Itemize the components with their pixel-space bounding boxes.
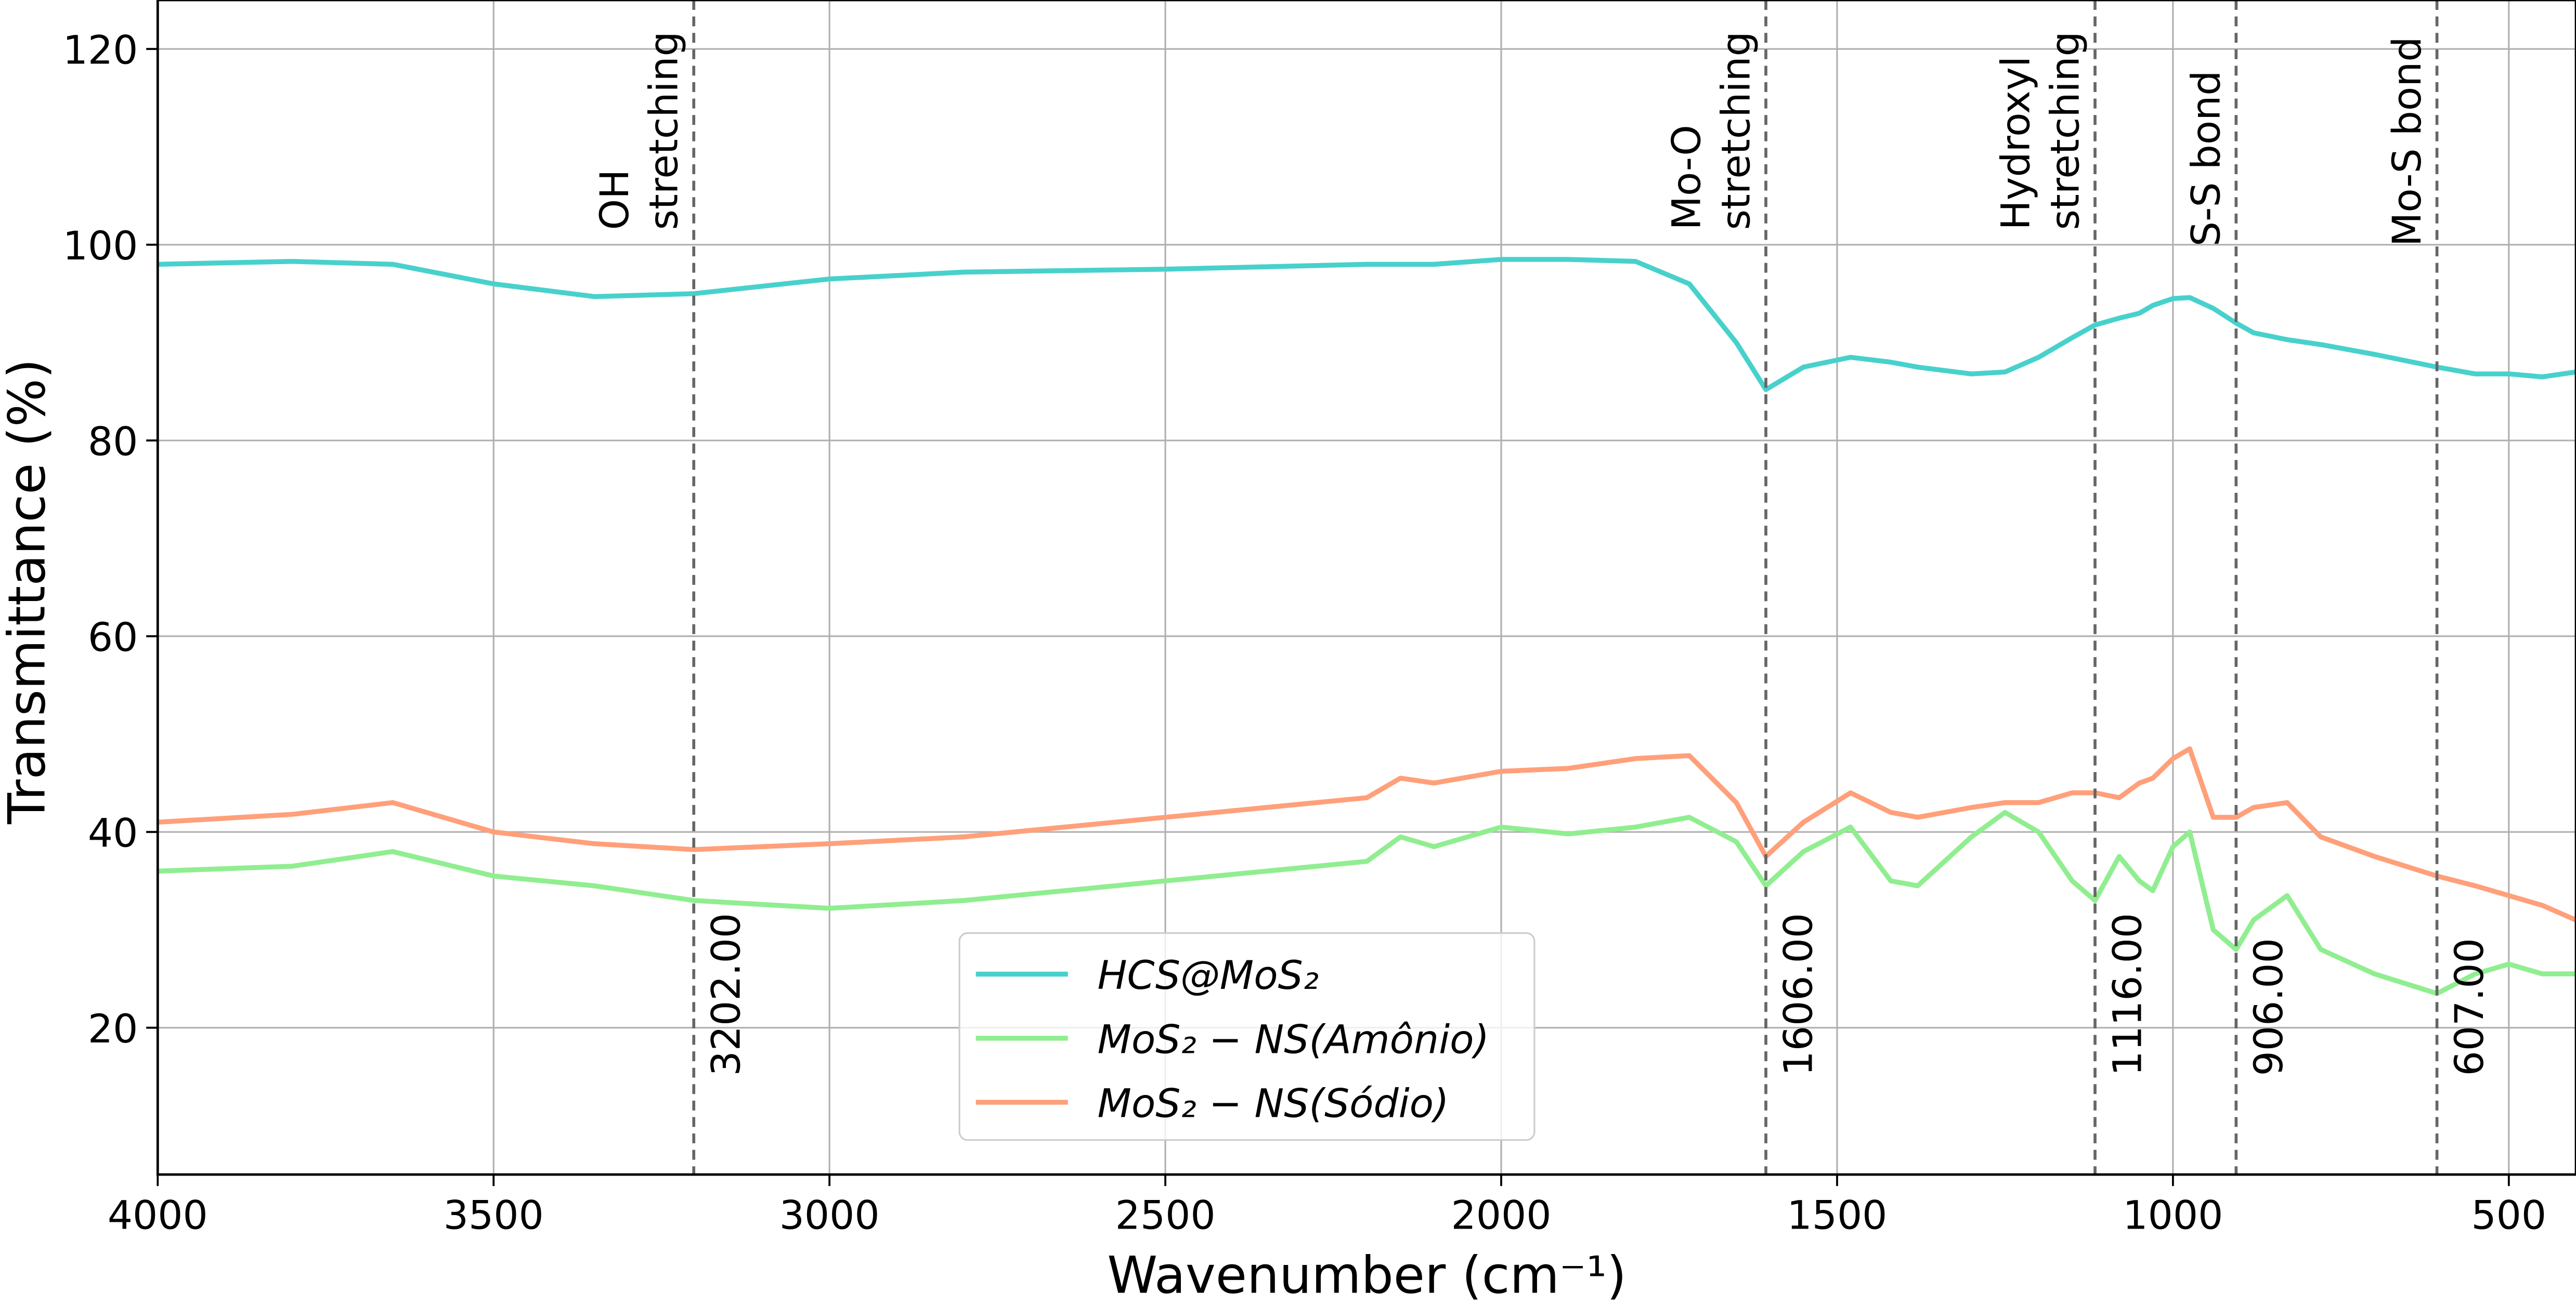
annotation-text: OH [592,169,638,230]
data-line [158,746,2576,922]
legend-box [958,932,1536,1141]
x-tick-label: 2000 [1451,1192,1552,1238]
legend-label: MoS₂ − NS(Amônio) [1098,1016,1490,1062]
x-tick-label: 4000 [108,1192,208,1238]
annotation-value: 1116.00 [2104,913,2150,1076]
legend: HCS@MoS₂ MoS₂ − NS(Amônio) MoS₂ − NS(Sódio… [958,932,1536,1141]
axes-frame [156,0,2576,1176]
annotation-value: 906.00 [2246,938,2292,1076]
y-tick-label: 40 [88,811,138,856]
x-tick-label: 500 [2471,1192,2546,1238]
x-axis-label: Wavenumber (cm⁻¹) [1107,1246,1627,1305]
x-tick-label: 1500 [1787,1192,1887,1238]
annotation-value: 3202.00 [704,913,749,1076]
y-tick-label: 80 [88,419,138,465]
x-tick-label: 1000 [2123,1192,2223,1238]
annotation-text: stretching [641,31,687,230]
x-tick-label: 3000 [779,1192,880,1238]
annotation-value: 1606.00 [1775,913,1821,1076]
y-axis-label: Transmittance (%) [0,359,57,825]
y-tick-label: 20 [88,1006,138,1052]
y-tick-label: 120 [63,28,138,73]
data-line [158,257,2576,393]
annotation-text: Mo-S bond [2384,37,2430,246]
annotation-text: Mo-O [1664,125,1710,230]
legend-label: MoS₂ − NS(Sódio) [1098,1080,1449,1126]
annotation-value: 607.00 [2447,938,2492,1076]
annotation-text: stretching [2042,31,2088,230]
annotation-text: S-S bond [2183,71,2229,246]
y-tick-label: 100 [63,223,138,269]
x-tick-label: 2500 [1115,1192,1216,1238]
y-tick-label: 60 [88,615,138,660]
annotation-text: stretching [1713,31,1759,230]
data-line [158,810,2576,996]
legend-label: HCS@MoS₂ [1098,952,1319,998]
x-tick-label: 3500 [444,1192,544,1238]
annotation-text: Hydroxyl [1993,56,2039,230]
